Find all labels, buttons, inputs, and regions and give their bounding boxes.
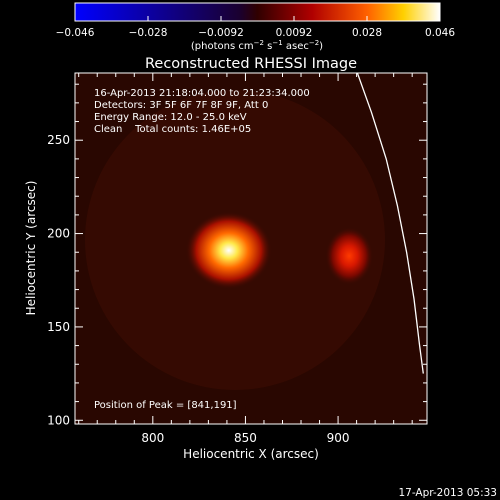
footer-timestamp: 17-Apr-2013 05:33 (398, 487, 497, 499)
sources-layer (185, 211, 374, 290)
colorbar: −0.046 −0.028 −0.0092 0.0092 0.028 0.046… (56, 2, 455, 52)
hxr-source (185, 211, 273, 290)
y-tick-label: 100 (47, 413, 70, 427)
x-axis-label: Heliocentric X (arcsec) (183, 447, 319, 461)
info-energy-range: Energy Range: 12.0 - 25.0 keV (94, 112, 247, 123)
colorbar-tick-label: 0.0092 (276, 27, 313, 39)
plot-title: Reconstructed RHESSI Image (145, 56, 357, 72)
colorbar-unit-label: (photons cm−2 s−1 asec−2) (191, 39, 323, 52)
y-tick-label: 150 (47, 320, 70, 334)
x-tick-label: 900 (327, 431, 350, 445)
x-axis-ticks (78, 73, 413, 424)
colorbar-tick-label: −0.028 (129, 27, 168, 39)
colorbar-tick-label: −0.0092 (198, 27, 244, 39)
image-area (75, 73, 427, 424)
info-annotation: 16-Apr-2013 21:18:04.000 to 21:23:34.000… (94, 88, 310, 135)
colorbar-gradient (74, 2, 441, 22)
colorbar-tick-label: −0.046 (56, 27, 95, 39)
colorbar-tick-label: 0.046 (425, 27, 455, 39)
peak-position-text: Position of Peak = [841,191] (94, 400, 237, 411)
y-axis-label: Heliocentric Y (arcsec) (24, 181, 38, 316)
y-axis-ticks (75, 83, 427, 421)
colorbar-ticks (74, 16, 441, 21)
x-tick-label: 800 (141, 431, 164, 445)
info-detectors: Detectors: 3F 5F 6F 7F 8F 9F, Att 0 (94, 100, 268, 111)
colorbar-tick-label: 0.028 (352, 27, 382, 39)
info-time-range: 16-Apr-2013 21:18:04.000 to 21:23:34.000 (94, 88, 310, 99)
solar-limb-line (356, 73, 424, 374)
y-tick-label: 250 (47, 133, 70, 147)
plot-frame (74, 72, 428, 425)
y-tick-label: 200 (47, 227, 70, 241)
info-clean-counts: Clean Total counts: 1.46E+05 (94, 124, 251, 135)
x-tick-label: 850 (234, 431, 257, 445)
hxr-source (325, 226, 374, 286)
